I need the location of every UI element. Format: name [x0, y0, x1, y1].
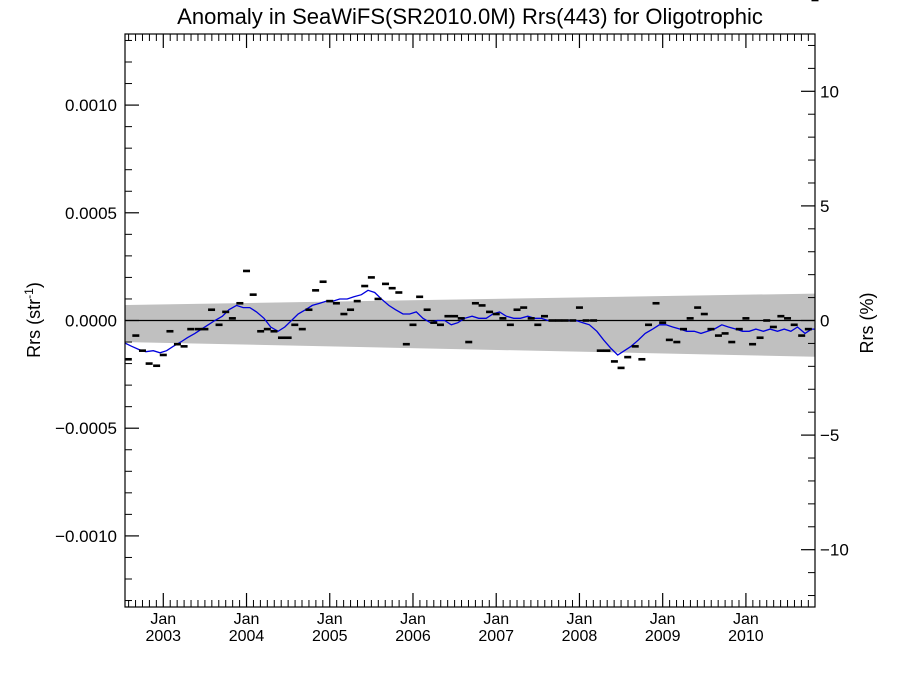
y-right-tick-label: 10 [820, 82, 839, 101]
y-left-tick-label: −0.0010 [55, 527, 117, 546]
x-tick-month-label: Jan [317, 611, 343, 628]
y-left-tick-label: 0.0010 [65, 96, 117, 115]
y-left-ticks: 0.0010 0.0005 0.0000 −0.0005 −0.0010 [55, 39, 139, 602]
y-axis-left-label-main: Rrs (str [24, 299, 44, 358]
y-axis-left-label-close: ) [24, 282, 44, 288]
x-tick-year-label: 2008 [562, 628, 598, 645]
y-right-ticks: 10 5 0 −5 −10 [801, 44, 849, 597]
monthly-markers-layer [124, 0, 819, 370]
x-tick-year-label: 2006 [395, 628, 431, 645]
x-tick-month-label: Jan [650, 611, 676, 628]
x-tick-month-label: Jan [733, 611, 759, 628]
y-axis-left-label-sup: -1 [22, 288, 36, 299]
y-right-tick-label: −10 [820, 541, 849, 560]
running-mean-layer [124, 289, 815, 356]
x-tick-month-label: Jan [150, 611, 176, 628]
x-tick-year-label: 2009 [645, 628, 681, 645]
x-tick-year-label: 2004 [229, 628, 265, 645]
y-right-tick-label: 0 [820, 312, 829, 331]
x-tick-year-label: 2005 [312, 628, 348, 645]
y-axis-right-label: Rrs (%) [857, 293, 877, 354]
running-mean-line [124, 289, 815, 356]
uncertainty-band-layer [125, 293, 815, 357]
x-tick-month-label: Jan [567, 611, 593, 628]
y-left-tick-label: −0.0005 [55, 419, 117, 438]
y-left-tick-label: 0.0000 [65, 312, 117, 331]
x-tick-year-label: 2010 [728, 628, 764, 645]
x-ticks: Jan2003Jan2004Jan2005Jan2006Jan2007Jan20… [128, 34, 809, 645]
y-left-tick-label: 0.0005 [65, 204, 117, 223]
uncertainty-band [125, 293, 815, 357]
x-tick-month-label: Jan [400, 611, 426, 628]
y-right-tick-label: 5 [820, 197, 829, 216]
y-axis-left-label: Rrs (str-1) [22, 282, 44, 358]
x-tick-year-label: 2007 [478, 628, 514, 645]
y-right-tick-label: −5 [820, 426, 839, 445]
x-tick-month-label: Jan [234, 611, 260, 628]
chart-title: Anomaly in SeaWiFS(SR2010.0M) Rrs(443) f… [177, 4, 763, 29]
x-tick-month-label: Jan [483, 611, 509, 628]
x-tick-year-label: 2003 [145, 628, 181, 645]
